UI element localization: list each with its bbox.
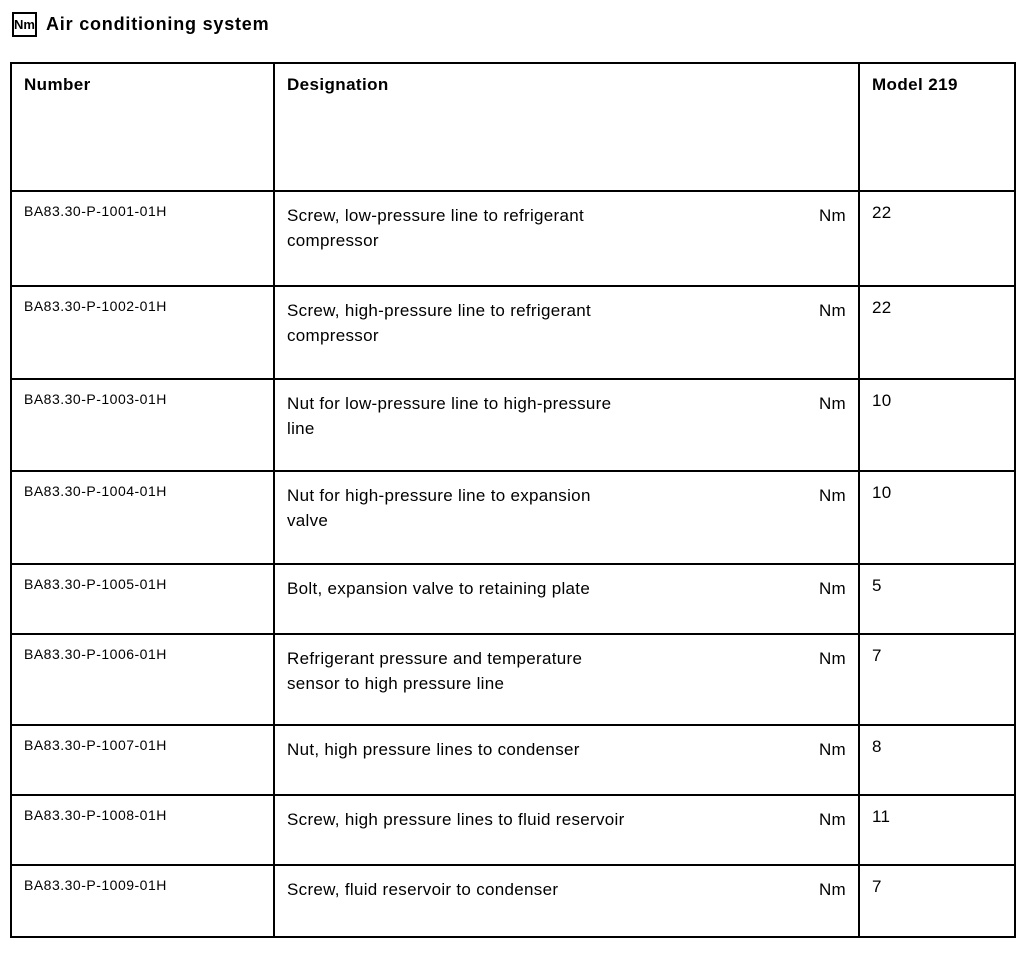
- torque-value: 7: [858, 864, 1016, 938]
- designation-cell: Bolt, expansion valve to retaining plate…: [273, 563, 860, 635]
- unit-label: Nm: [818, 301, 846, 320]
- column-header-designation: Designation: [273, 62, 860, 192]
- document-number: BA83.30-P-1008-01H: [10, 794, 275, 866]
- column-header-model-219: Model 219: [858, 62, 1016, 192]
- torque-spec-table: Number Designation Model 219 BA83.30-P-1…: [10, 62, 1016, 938]
- document-number: BA83.30-P-1003-01H: [10, 378, 275, 472]
- column-header-number: Number: [10, 62, 275, 192]
- designation-text: Nut, high pressure lines to condenser: [287, 740, 580, 759]
- designation-text: Nut for low-pressure line to high-pressu…: [287, 394, 612, 438]
- unit-label: Nm: [818, 880, 846, 899]
- table-row: BA83.30-P-1008-01H Screw, high pressure …: [10, 794, 1016, 866]
- unit-label: Nm: [818, 206, 846, 225]
- designation-text: Refrigerant pressure and temperature sen…: [287, 649, 583, 693]
- table-header-row: Number Designation Model 219: [10, 62, 1016, 192]
- document-number: BA83.30-P-1002-01H: [10, 285, 275, 380]
- designation-text: Screw, fluid reservoir to condenser: [287, 880, 559, 899]
- torque-value: 10: [858, 470, 1016, 565]
- table-row: BA83.30-P-1004-01H Nut for high-pressure…: [10, 470, 1016, 565]
- torque-value: 11: [858, 794, 1016, 866]
- unit-label: Nm: [818, 810, 846, 829]
- unit-label: Nm: [818, 486, 846, 505]
- page-title: Air conditioning system: [46, 14, 270, 34]
- unit-label: Nm: [818, 649, 846, 668]
- designation-text: Screw, high-pressure line to refrigerant…: [287, 301, 591, 345]
- table-row: BA83.30-P-1006-01H Refrigerant pressure …: [10, 633, 1016, 726]
- unit-label: Nm: [818, 394, 846, 413]
- document-number: BA83.30-P-1006-01H: [10, 633, 275, 726]
- designation-cell: Screw, fluid reservoir to condenser Nm: [273, 864, 860, 938]
- table-row: BA83.30-P-1002-01H Screw, high-pressure …: [10, 285, 1016, 380]
- designation-text: Screw, high pressure lines to fluid rese…: [287, 810, 625, 829]
- designation-cell: Nut for low-pressure line to high-pressu…: [273, 378, 860, 472]
- torque-nm-icon: Nm: [12, 12, 37, 37]
- unit-label: Nm: [818, 740, 846, 759]
- designation-cell: Screw, high-pressure line to refrigerant…: [273, 285, 860, 380]
- torque-value: 7: [858, 633, 1016, 726]
- table-row: BA83.30-P-1009-01H Screw, fluid reservoi…: [10, 864, 1016, 938]
- document-number: BA83.30-P-1004-01H: [10, 470, 275, 565]
- table-row: BA83.30-P-1003-01H Nut for low-pressure …: [10, 378, 1016, 472]
- designation-cell: Screw, low-pressure line to refrigerant …: [273, 190, 860, 287]
- designation-cell: Nut, high pressure lines to condenser Nm: [273, 724, 860, 796]
- page-header: Nm Air conditioning system: [12, 12, 269, 37]
- torque-value: 10: [858, 378, 1016, 472]
- document-number: BA83.30-P-1009-01H: [10, 864, 275, 938]
- torque-value: 22: [858, 190, 1016, 287]
- designation-text: Nut for high-pressure line to expansion …: [287, 486, 591, 530]
- table-row: BA83.30-P-1001-01H Screw, low-pressure l…: [10, 190, 1016, 287]
- unit-label: Nm: [818, 579, 846, 598]
- table-row: BA83.30-P-1005-01H Bolt, expansion valve…: [10, 563, 1016, 635]
- table-row: BA83.30-P-1007-01H Nut, high pressure li…: [10, 724, 1016, 796]
- document-number: BA83.30-P-1001-01H: [10, 190, 275, 287]
- torque-value: 8: [858, 724, 1016, 796]
- designation-cell: Refrigerant pressure and temperature sen…: [273, 633, 860, 726]
- torque-value: 22: [858, 285, 1016, 380]
- torque-nm-icon-label: Nm: [14, 17, 35, 32]
- document-number: BA83.30-P-1005-01H: [10, 563, 275, 635]
- document-number: BA83.30-P-1007-01H: [10, 724, 275, 796]
- designation-text: Bolt, expansion valve to retaining plate: [287, 579, 591, 598]
- designation-cell: Screw, high pressure lines to fluid rese…: [273, 794, 860, 866]
- designation-text: Screw, low-pressure line to refrigerant …: [287, 206, 585, 250]
- torque-value: 5: [858, 563, 1016, 635]
- designation-cell: Nut for high-pressure line to expansion …: [273, 470, 860, 565]
